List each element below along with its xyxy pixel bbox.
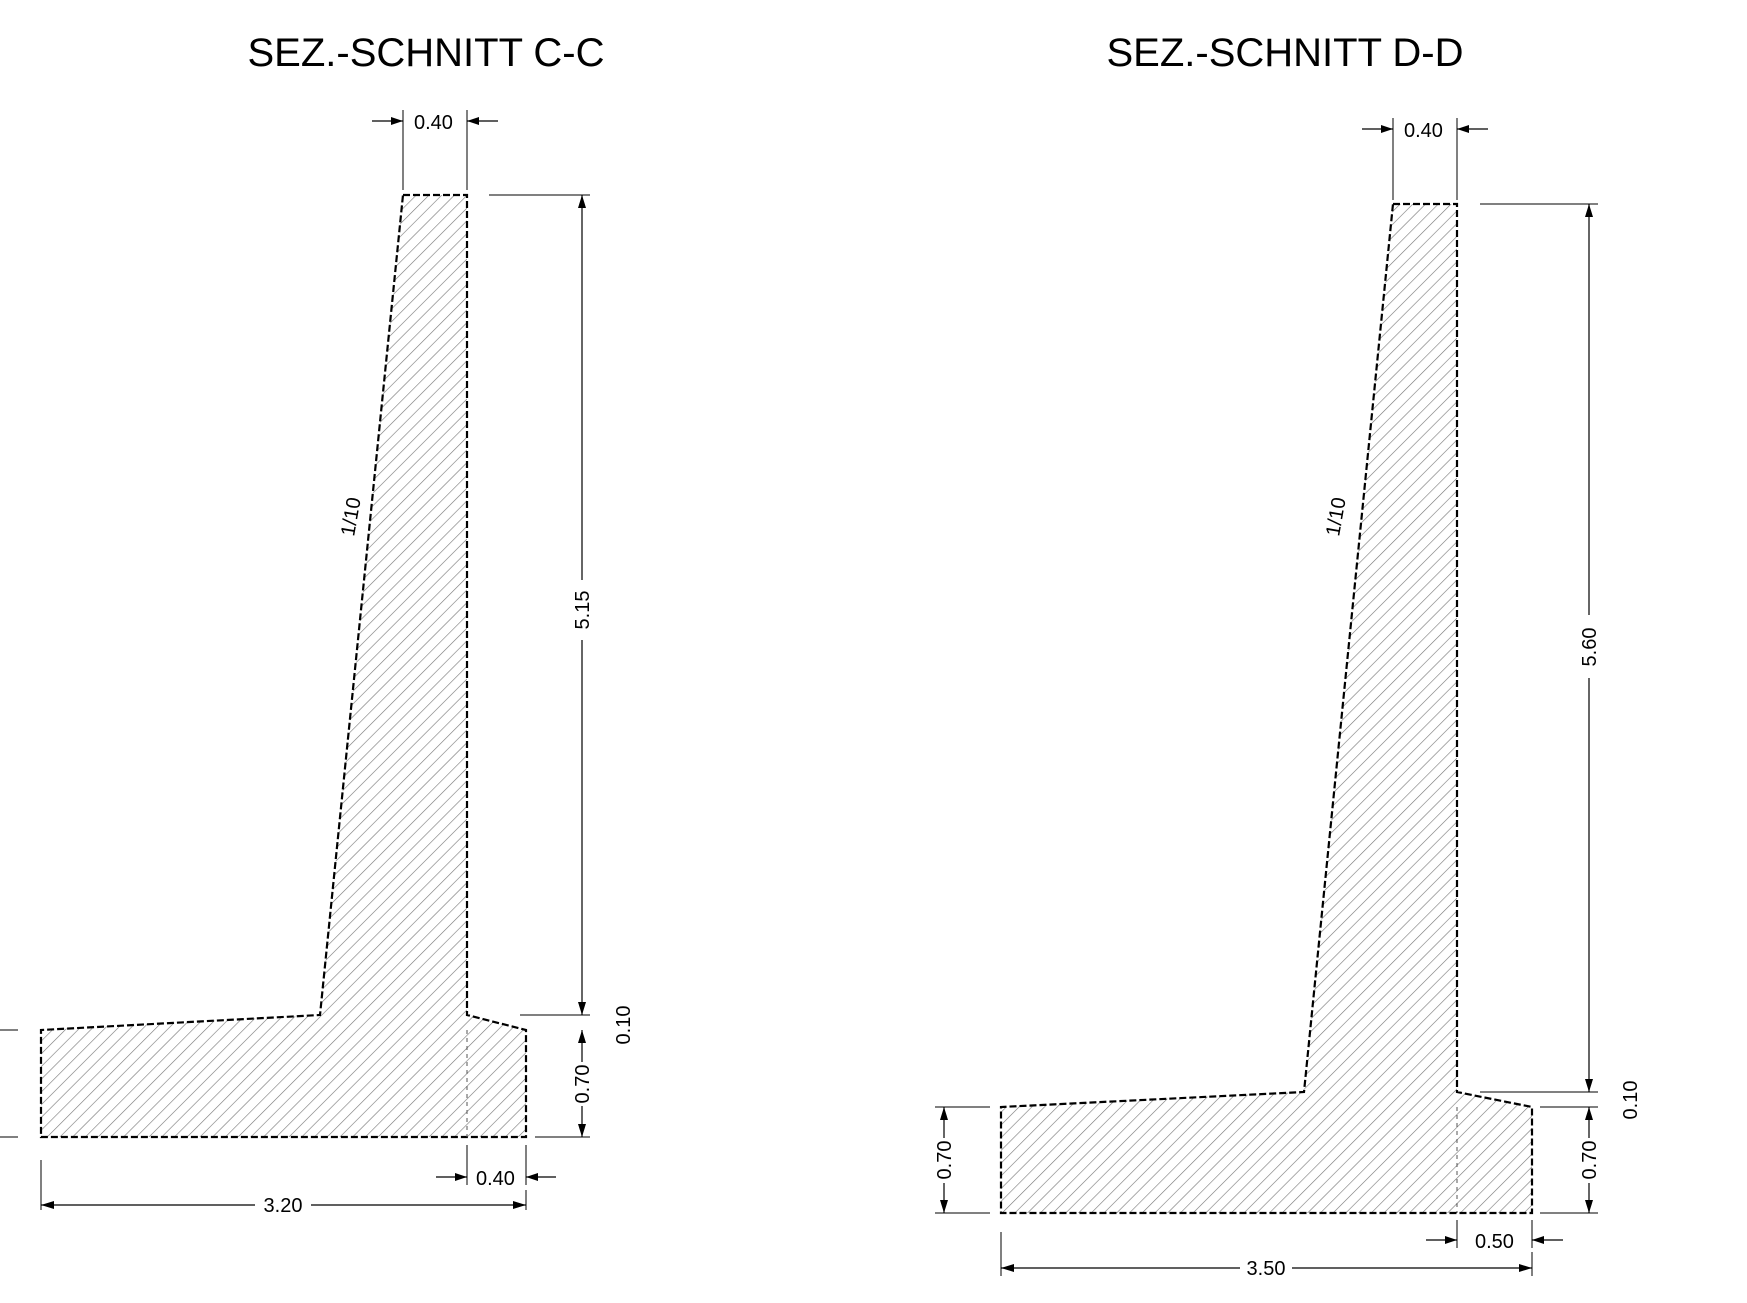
dim-footing-left: 0.70 [934,1106,990,1214]
dim-toe: 0.50 [1426,1220,1563,1253]
wall-profile-c-c [39,193,528,1139]
dim-step-label: 0.10 [613,1006,635,1045]
dim-base: 3.20 [40,1160,527,1217]
slope-label: 1/10 [337,496,365,538]
dim-height: 5.60 [1480,203,1601,1093]
dim-label: 5.15 [572,591,594,630]
dim-label: 3.20 [264,1195,303,1217]
dim-label: 0.70 [934,1141,956,1180]
section-d-d-title: SEZ.-SCHNITT D-D [1106,31,1463,75]
dim-height: 5.15 [489,194,594,1016]
dim-label: 3.50 [1247,1258,1286,1280]
wall-profile-d-d [999,202,1534,1215]
dim-step-label: 0.10 [1620,1081,1642,1120]
section-d-d: SEZ.-SCHNITT D-D 0.40 1/10 5.60 0.10 [934,31,1642,1280]
dim-top-width: 0.40 [1362,118,1488,200]
dim-label: 5.60 [1579,628,1601,667]
dim-label: 0.40 [476,1168,515,1190]
dim-footing: 0.70 [535,1030,594,1138]
dim-label: 0.40 [1404,120,1443,142]
dim-base: 3.50 [1000,1232,1533,1280]
dim-label: 0.70 [1579,1141,1601,1180]
dim-footing: 0.70 [1540,1106,1601,1214]
section-c-c-title: SEZ.-SCHNITT C-C [247,31,604,75]
slope-label: 1/10 [1322,496,1350,538]
dim-label: 0.70 [572,1065,594,1104]
dim-label: 0.40 [414,112,453,134]
dim-top-width: 0.40 [372,110,498,190]
section-c-c: SEZ.-SCHNITT C-C 0.40 1/10 5.15 0.10 [0,31,635,1217]
dim-label: 0.50 [1475,1231,1514,1253]
dim-toe: 0.40 [436,1145,556,1190]
